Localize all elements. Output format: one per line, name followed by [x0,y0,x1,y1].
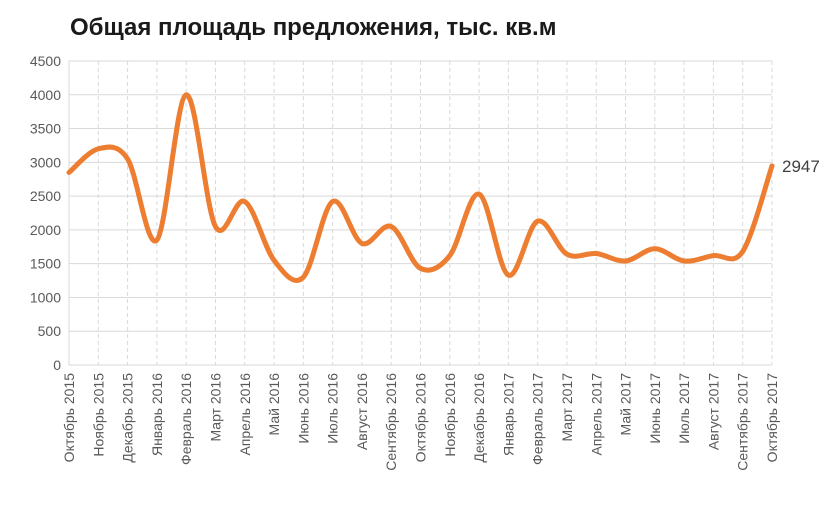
data-point [564,252,569,257]
data-point [535,219,540,224]
data-point [154,238,159,243]
data-point [418,266,423,271]
x-tick-label: Август 2016 [354,373,370,450]
data-point [594,251,599,256]
x-tick-label: Октябрь 2016 [413,373,429,463]
data-point [330,199,335,204]
x-tick-label: Июль 2016 [325,373,341,444]
data-point [770,163,775,168]
y-tick-label: 2500 [30,188,61,204]
x-tick-label: Январь 2017 [500,373,516,456]
data-point [740,249,745,254]
x-tick-label: Февраль 2017 [530,373,546,465]
chart-title: Общая площадь предложения, тыс. кв.м [70,14,557,41]
data-point [301,275,306,280]
y-tick-label: 500 [38,323,62,339]
data-point [359,241,364,246]
y-tick-label: 3500 [30,121,61,137]
data-point [213,224,218,229]
x-tick-label: Октябрь 2017 [764,373,780,463]
x-tick-label: Март 2016 [207,373,223,442]
x-tick-label: Сентябрь 2017 [735,373,751,471]
y-tick-label: 1500 [30,256,61,272]
data-point [96,146,101,151]
y-tick-label: 4000 [30,87,61,103]
data-point [125,156,130,161]
x-tick-label: Декабрь 2015 [120,373,136,463]
x-tick-label: Февраль 2016 [178,373,194,465]
data-point [272,258,277,263]
data-point [242,199,247,204]
y-tick-label: 1000 [30,289,61,305]
x-tick-label: Декабрь 2016 [471,373,487,463]
x-tick-label: Сентябрь 2016 [383,373,399,471]
x-tick-label: Октябрь 2015 [61,373,77,463]
x-tick-label: Март 2017 [559,373,575,442]
data-point [447,253,452,258]
x-tick-label: Июнь 2016 [295,373,311,444]
data-point [682,258,687,263]
data-point [477,192,482,197]
data-point [67,170,72,175]
x-tick-label: Ноябрь 2015 [90,373,106,457]
data-point [652,246,657,251]
data-label-last: 2947 [782,157,820,176]
data-point [184,92,189,97]
y-tick-label: 3000 [30,154,61,170]
y-tick-label: 4500 [30,53,61,69]
x-tick-label: Июль 2017 [676,373,692,444]
x-tick-label: Январь 2016 [149,373,165,456]
x-tick-label: Май 2017 [618,373,634,436]
x-tick-label: Ноябрь 2016 [442,373,458,457]
y-tick-label: 2000 [30,222,61,238]
x-tick-label: Апрель 2016 [237,373,253,456]
series-line [66,92,775,283]
data-point [711,253,716,258]
y-tick-label: 0 [53,357,61,373]
data-point [623,258,628,263]
x-tick-label: Май 2016 [266,373,282,436]
data-point [506,273,511,278]
x-tick-label: Июнь 2017 [647,373,663,444]
data-point [389,224,394,229]
x-tick-label: Август 2017 [705,373,721,450]
x-tick-label: Апрель 2017 [588,373,604,456]
